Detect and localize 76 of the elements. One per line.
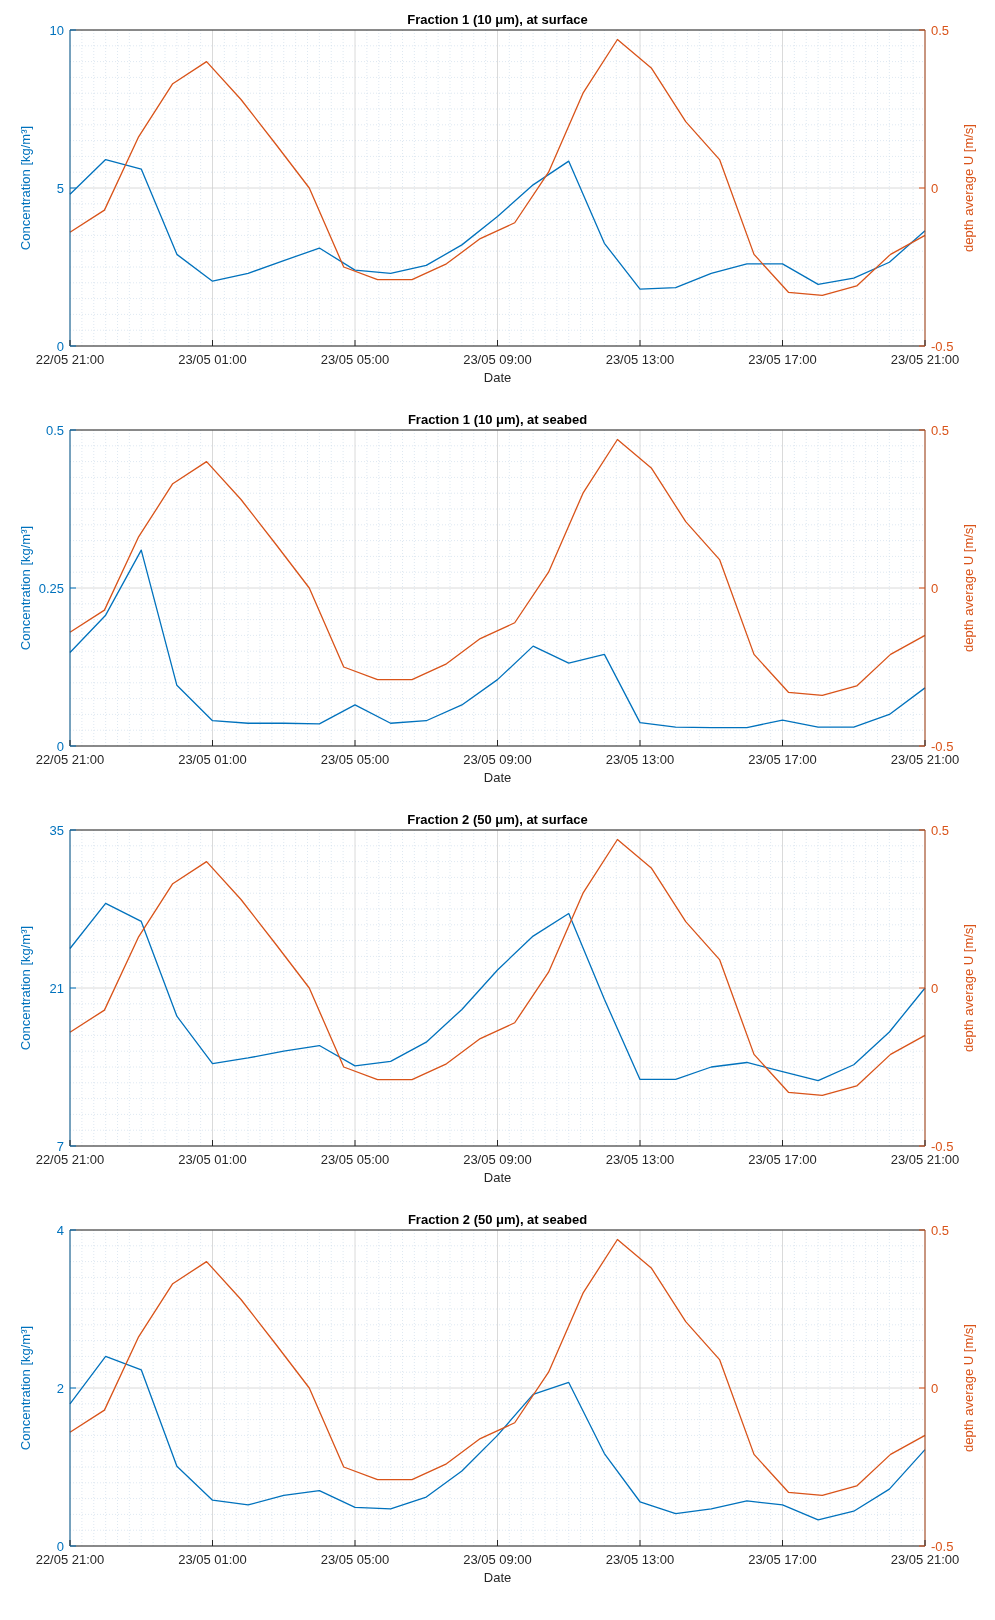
x-tick-label: 23/05 09:00 [463, 1552, 532, 1567]
x-tick-label: 22/05 21:00 [35, 352, 105, 367]
y-axis-title: Concentration [kg/m³] [18, 525, 33, 651]
line-series [69, 838, 926, 1097]
x-axis-title: Date [483, 370, 512, 385]
x-tick-label: 22/05 21:00 [35, 1552, 105, 1567]
x-tick-label: 23/05 21:00 [890, 752, 960, 767]
chart-title: Fraction 1 (10 μm), at seabed [407, 412, 588, 427]
y2-tick-label: 0.5 [931, 22, 950, 38]
y-tick-label: 4 [56, 1222, 64, 1238]
x-tick-label: 23/05 05:00 [320, 1552, 390, 1567]
x-tick-label: 23/05 13:00 [605, 752, 675, 767]
y2-tick-label: 0 [931, 1380, 939, 1396]
x-tick-label: 23/05 13:00 [605, 352, 675, 367]
y-axis-title: Concentration [kg/m³] [18, 925, 33, 1051]
line-series [69, 549, 926, 729]
x-axis-title: Date [483, 770, 512, 785]
x-tick-label: 23/05 17:00 [748, 352, 817, 367]
line-series [69, 902, 926, 1082]
y-tick-label: 5 [56, 180, 64, 196]
y-tick-label: 0 [56, 338, 64, 354]
x-tick-label: 22/05 21:00 [35, 1152, 105, 1167]
x-tick-label: 23/05 01:00 [178, 1152, 247, 1167]
x-tick-label: 23/05 01:00 [178, 752, 247, 767]
y-axis-title: Concentration [kg/m³] [18, 125, 33, 251]
x-tick-label: 23/05 09:00 [463, 1152, 532, 1167]
y-tick-label: 0.25 [38, 580, 64, 596]
y2-tick-label: -0.5 [931, 738, 954, 754]
x-tick-label: 23/05 01:00 [178, 352, 247, 367]
x-tick-label: 22/05 21:00 [35, 752, 105, 767]
line-series [69, 1355, 926, 1521]
x-tick-label: 23/05 21:00 [890, 352, 960, 367]
x-tick-label: 23/05 01:00 [178, 1552, 247, 1567]
y-tick-label: 0 [56, 1538, 64, 1554]
y-tick-label: 0 [56, 738, 64, 754]
line-series [69, 438, 926, 697]
y2-tick-label: 0.5 [931, 822, 950, 838]
y2-tick-label: -0.5 [931, 1538, 954, 1554]
chart-title: Fraction 2 (50 μm), at seabed [407, 1212, 588, 1227]
line-series [69, 158, 926, 290]
x-axis-title: Date [483, 1170, 512, 1185]
x-tick-label: 23/05 17:00 [748, 1552, 817, 1567]
x-tick-label: 23/05 17:00 [748, 752, 817, 767]
y2-tick-label: 0 [931, 180, 939, 196]
chart-title: Fraction 1 (10 μm), at surface [407, 12, 588, 27]
y2-axis-title: depth average U [m/s] [961, 524, 976, 652]
y2-axis-title: depth average U [m/s] [961, 124, 976, 252]
x-tick-label: 23/05 17:00 [748, 1152, 817, 1167]
x-tick-label: 23/05 09:00 [463, 352, 532, 367]
y2-axis-title: depth average U [m/s] [961, 1324, 976, 1452]
y-tick-label: 10 [49, 22, 64, 38]
x-tick-label: 23/05 21:00 [890, 1552, 960, 1567]
y2-tick-label: 0 [931, 580, 939, 596]
x-tick-label: 23/05 05:00 [320, 352, 390, 367]
line-series [69, 1238, 926, 1497]
y-tick-label: 35 [49, 822, 64, 838]
y-tick-label: 2 [56, 1380, 64, 1396]
x-tick-label: 23/05 05:00 [320, 1152, 390, 1167]
y2-tick-label: 0.5 [931, 1222, 950, 1238]
y-axis-title: Concentration [kg/m³] [18, 1325, 33, 1451]
chart-title: Fraction 2 (50 μm), at surface [407, 812, 588, 827]
y2-tick-label: -0.5 [931, 338, 954, 354]
x-tick-label: 23/05 09:00 [463, 752, 532, 767]
y-tick-label: 0.5 [45, 422, 64, 438]
x-tick-label: 23/05 21:00 [890, 1152, 960, 1167]
x-tick-label: 23/05 13:00 [605, 1552, 675, 1567]
x-axis-title: Date [483, 1570, 512, 1585]
y2-tick-label: 0.5 [931, 422, 950, 438]
line-series [69, 38, 926, 297]
y2-axis-title: depth average U [m/s] [961, 924, 976, 1052]
x-tick-label: 23/05 05:00 [320, 752, 390, 767]
y-tick-label: 7 [56, 1138, 64, 1154]
y2-tick-label: -0.5 [931, 1138, 954, 1154]
y2-tick-label: 0 [931, 980, 939, 996]
x-tick-label: 23/05 13:00 [605, 1152, 675, 1167]
y-tick-label: 21 [49, 980, 64, 996]
